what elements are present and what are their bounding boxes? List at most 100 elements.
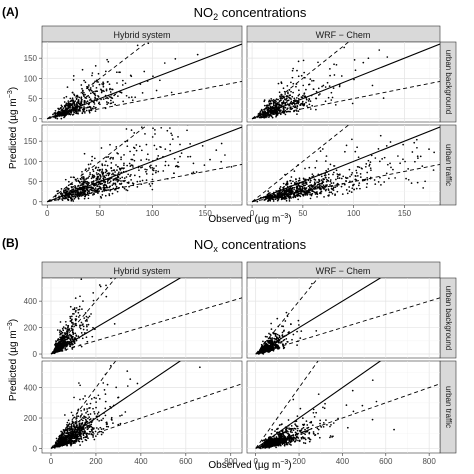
data-point: [275, 190, 278, 192]
data-point: [355, 169, 358, 172]
data-point: [286, 84, 289, 87]
data-point: [352, 184, 354, 187]
scatter-points: [50, 125, 233, 202]
data-point: [344, 176, 347, 179]
data-point: [308, 186, 311, 189]
data-point: [78, 192, 80, 195]
data-point: [68, 329, 70, 332]
data-point: [90, 423, 93, 426]
data-point: [118, 171, 120, 174]
data-point: [83, 408, 86, 410]
data-point: [312, 79, 315, 82]
data-point: [61, 443, 64, 446]
data-point: [385, 145, 388, 147]
data-point: [115, 164, 117, 166]
data-point: [169, 127, 171, 129]
data-point: [357, 184, 360, 187]
data-point: [381, 158, 383, 160]
data-point: [300, 429, 303, 431]
data-point: [288, 200, 291, 202]
data-point: [76, 433, 79, 435]
panel-a-title-main: NO: [194, 5, 214, 20]
data-point: [74, 421, 77, 423]
facet-a-hybrid-traffic: [41, 124, 243, 206]
data-point: [67, 194, 70, 196]
data-point: [146, 153, 149, 156]
data-point: [67, 425, 69, 428]
data-point: [131, 164, 134, 167]
data-point: [70, 443, 73, 446]
data-point: [146, 168, 148, 171]
data-point: [104, 181, 106, 184]
data-point: [325, 419, 327, 421]
data-point: [320, 182, 323, 185]
data-point: [130, 173, 132, 176]
data-point: [162, 170, 165, 172]
data-point: [107, 174, 110, 177]
data-point: [278, 196, 281, 198]
data-point: [122, 167, 125, 170]
data-point: [297, 60, 300, 63]
data-point: [63, 340, 66, 343]
data-point: [261, 109, 263, 112]
data-point: [129, 150, 131, 153]
data-point: [137, 242, 139, 244]
data-point: [269, 107, 271, 110]
data-point: [105, 168, 107, 171]
data-point: [155, 148, 158, 150]
data-point: [280, 104, 283, 107]
data-point: [104, 400, 107, 403]
data-point: [309, 184, 312, 187]
data-point: [320, 179, 323, 181]
data-point: [268, 99, 271, 102]
data-point: [140, 183, 143, 186]
data-point: [88, 96, 91, 99]
data-point: [277, 347, 280, 350]
data-point: [89, 402, 92, 405]
data-point: [295, 110, 298, 112]
data-point: [303, 182, 305, 185]
data-point: [91, 335, 94, 338]
data-point: [422, 187, 425, 189]
data-point: [56, 190, 58, 193]
data-point: [87, 197, 90, 200]
data-point: [105, 160, 107, 163]
data-point: [81, 68, 84, 71]
data-point: [86, 192, 89, 194]
data-point: [92, 326, 94, 329]
data-point: [274, 343, 277, 346]
data-point: [289, 192, 292, 194]
data-point: [285, 428, 287, 430]
data-point: [269, 342, 272, 345]
data-point: [203, 164, 206, 166]
data-point: [153, 144, 156, 147]
data-point: [348, 186, 350, 188]
data-point: [295, 178, 297, 181]
data-point: [329, 163, 332, 166]
data-point: [110, 166, 113, 169]
data-point: [73, 437, 75, 440]
data-point: [92, 105, 95, 108]
data-point: [304, 181, 306, 183]
data-point: [95, 435, 97, 437]
data-point: [107, 425, 110, 428]
data-point: [88, 89, 91, 92]
data-point: [410, 182, 413, 184]
data-point: [71, 105, 74, 107]
data-point: [308, 185, 310, 187]
data-point: [95, 166, 97, 169]
data-point: [64, 320, 67, 323]
data-point: [291, 95, 294, 98]
data-point: [301, 417, 304, 419]
data-point: [69, 317, 72, 320]
data-point: [58, 111, 61, 114]
data-point: [75, 417, 78, 419]
data-point: [70, 315, 73, 318]
data-point: [166, 129, 169, 132]
data-point: [334, 103, 337, 106]
data-point: [63, 116, 65, 119]
data-point: [310, 193, 313, 196]
data-point: [285, 189, 287, 192]
data-point: [366, 177, 369, 179]
data-point: [277, 98, 279, 101]
